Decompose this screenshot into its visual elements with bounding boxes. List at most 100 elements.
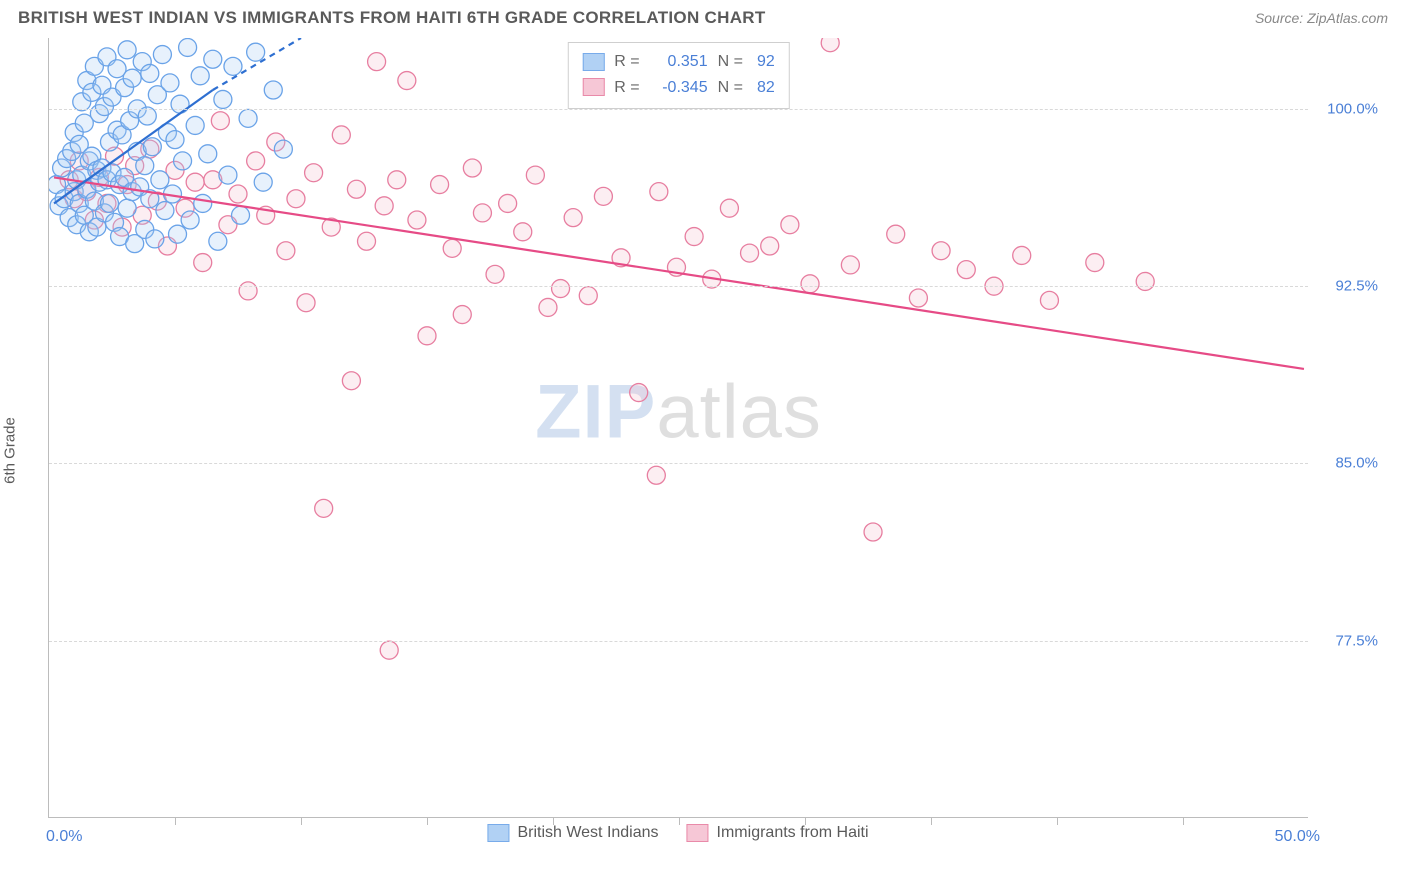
legend-swatch-bwi <box>487 824 509 842</box>
data-point <box>887 225 905 243</box>
data-point <box>118 41 136 59</box>
data-point <box>1136 272 1154 290</box>
data-point <box>247 152 265 170</box>
data-point <box>539 298 557 316</box>
data-point <box>342 372 360 390</box>
data-point <box>179 38 197 56</box>
data-point <box>239 109 257 127</box>
data-point <box>564 209 582 227</box>
chart-header: BRITISH WEST INDIAN VS IMMIGRANTS FROM H… <box>0 0 1406 34</box>
data-point <box>864 523 882 541</box>
chart-area: 6th Grade ZIPatlas R = 0.351 N = 92 R = … <box>18 38 1388 846</box>
data-point <box>398 72 416 90</box>
chart-source: Source: ZipAtlas.com <box>1255 10 1388 26</box>
data-point <box>650 183 668 201</box>
data-point <box>473 204 491 222</box>
data-point <box>418 327 436 345</box>
data-point <box>594 187 612 205</box>
data-point <box>143 138 161 156</box>
data-point <box>194 194 212 212</box>
y-tick-label: 100.0% <box>1318 100 1378 117</box>
data-point <box>297 294 315 312</box>
data-point <box>741 244 759 262</box>
data-point <box>526 166 544 184</box>
bottom-legend: British West Indians Immigrants from Hai… <box>487 824 868 842</box>
data-point <box>841 256 859 274</box>
data-point <box>388 171 406 189</box>
data-point <box>720 199 738 217</box>
data-point <box>277 242 295 260</box>
gridline <box>49 286 1308 287</box>
data-point <box>204 50 222 68</box>
x-axis-min-label: 0.0% <box>46 828 82 846</box>
data-point <box>957 261 975 279</box>
legend-item-bwi: British West Indians <box>487 824 658 842</box>
legend-label-bwi: British West Indians <box>517 824 658 842</box>
data-point <box>194 254 212 272</box>
data-point <box>219 166 237 184</box>
data-point <box>1086 254 1104 272</box>
data-point <box>100 194 118 212</box>
data-point <box>486 265 504 283</box>
data-point <box>453 306 471 324</box>
x-axis: 0.0% 50.0% British West Indians Immigran… <box>48 818 1308 846</box>
data-point <box>358 232 376 250</box>
data-point <box>171 95 189 113</box>
data-point <box>199 145 217 163</box>
data-point <box>224 57 242 75</box>
data-point <box>287 190 305 208</box>
data-point <box>274 140 292 158</box>
data-point <box>332 126 350 144</box>
data-point <box>761 237 779 255</box>
data-point <box>499 194 517 212</box>
data-point <box>239 282 257 300</box>
data-point <box>146 230 164 248</box>
y-tick-label: 77.5% <box>1318 632 1378 649</box>
data-point <box>161 74 179 92</box>
legend-swatch-haiti <box>687 824 709 842</box>
data-point <box>408 211 426 229</box>
data-point <box>801 275 819 293</box>
gridline <box>49 641 1308 642</box>
data-point <box>169 225 187 243</box>
data-point <box>315 499 333 517</box>
data-point <box>232 206 250 224</box>
data-point <box>214 90 232 108</box>
data-point <box>443 239 461 257</box>
trend-line <box>54 177 1304 368</box>
data-point <box>166 131 184 149</box>
data-point <box>123 69 141 87</box>
data-point <box>368 53 386 71</box>
legend-item-haiti: Immigrants from Haiti <box>687 824 869 842</box>
data-point <box>118 199 136 217</box>
plot-region: ZIPatlas R = 0.351 N = 92 R = -0.345 N =… <box>48 38 1308 818</box>
data-point <box>821 38 839 52</box>
data-point <box>264 81 282 99</box>
data-point <box>181 211 199 229</box>
data-point <box>209 232 227 250</box>
data-point <box>375 197 393 215</box>
data-point <box>254 173 272 191</box>
data-point <box>136 157 154 175</box>
data-point <box>932 242 950 260</box>
data-point <box>153 46 171 64</box>
data-point <box>247 43 265 61</box>
data-point <box>1040 291 1058 309</box>
y-tick-label: 85.0% <box>1318 455 1378 472</box>
y-axis-label: 6th Grade <box>2 417 19 484</box>
data-point <box>156 202 174 220</box>
data-point <box>211 112 229 130</box>
data-point <box>1013 246 1031 264</box>
data-point <box>141 64 159 82</box>
data-point <box>431 176 449 194</box>
data-point <box>186 116 204 134</box>
data-point <box>552 280 570 298</box>
data-point <box>909 289 927 307</box>
y-tick-label: 92.5% <box>1318 278 1378 295</box>
data-point <box>630 384 648 402</box>
legend-label-haiti: Immigrants from Haiti <box>717 824 869 842</box>
gridline <box>49 109 1308 110</box>
data-point <box>191 67 209 85</box>
data-point <box>186 173 204 191</box>
data-point <box>579 287 597 305</box>
